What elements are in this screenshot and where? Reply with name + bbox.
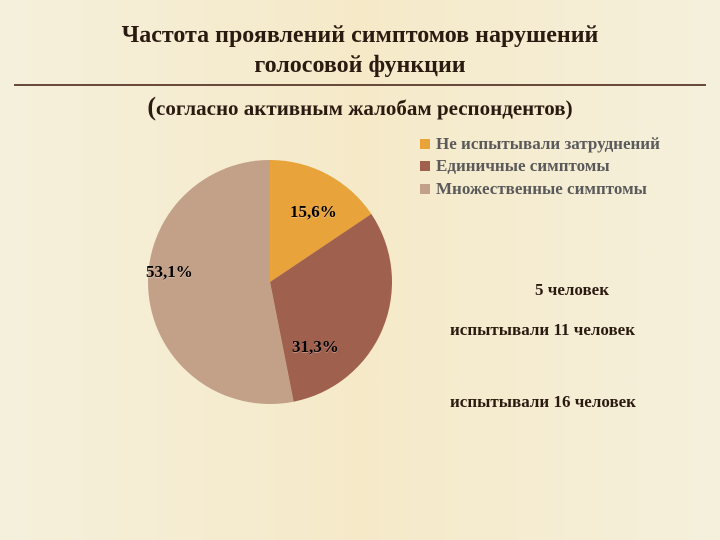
pie-slice-label-0: 15,6%: [290, 202, 337, 222]
annotation-0: 5 человек: [535, 280, 609, 300]
paren-open: (: [147, 92, 156, 121]
pie-slice-label-2: 53,1%: [146, 262, 193, 282]
title-line-1: Частота проявлений симптомов нарушений: [122, 22, 599, 48]
legend-item-1: Единичные симптомы: [420, 156, 710, 176]
legend: Не испытывали затрудненийЕдиничные симпт…: [420, 134, 710, 201]
pie-slice-label-1: 31,3%: [292, 337, 339, 357]
pie-svg: [140, 152, 400, 412]
annotation-1: испытывали 11 человек: [450, 320, 635, 340]
legend-label-1: Единичные симптомы: [436, 156, 710, 176]
page-title: Частота проявлений симптомов нарушений г…: [0, 20, 720, 80]
legend-swatch-1: [420, 161, 430, 171]
legend-swatch-0: [420, 139, 430, 149]
legend-swatch-2: [420, 184, 430, 194]
title-underline: [14, 84, 705, 86]
annotation-2: испытывали 16 человек: [450, 392, 636, 412]
legend-item-2: Множественные симптомы: [420, 179, 710, 199]
legend-item-0: Не испытывали затруднений: [420, 134, 710, 154]
pie-chart: 15,6% 31,3% 53,1%: [140, 152, 400, 412]
subtitle-text: согласно активным жалобам респондентов): [156, 96, 573, 120]
title-line-2: голосовой функции: [254, 52, 465, 78]
title-block: Частота проявлений симптомов нарушений г…: [0, 0, 720, 122]
page-subtitle: (согласно активным жалобам респондентов): [0, 92, 720, 122]
chart-area: 15,6% 31,3% 53,1% Не испытывали затруднени…: [0, 122, 720, 502]
legend-label-2: Множественные симптомы: [436, 179, 710, 199]
legend-label-0: Не испытывали затруднений: [436, 134, 710, 154]
